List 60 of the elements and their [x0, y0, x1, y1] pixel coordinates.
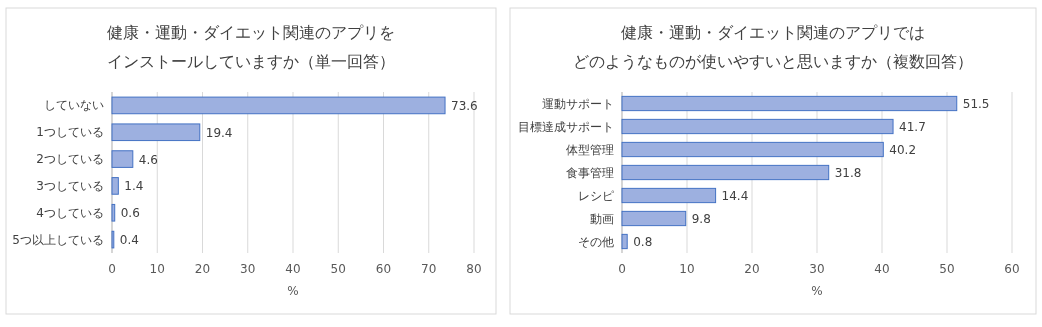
y-tick-label: 動画 — [590, 211, 614, 226]
data-label: 40.2 — [889, 143, 917, 157]
x-axis-title: % — [811, 284, 823, 298]
y-tick-label: 3つしている — [36, 178, 104, 193]
x-tick-label: 60 — [1004, 262, 1020, 276]
y-tick-label: その他 — [578, 234, 614, 249]
bar — [621, 210, 687, 227]
bar — [621, 187, 717, 204]
data-label: 4.6 — [138, 152, 158, 167]
bar — [111, 150, 134, 168]
bar — [111, 123, 201, 142]
y-tick-label: していない — [44, 98, 104, 113]
y-tick-label: 食事管理 — [566, 165, 614, 180]
x-tick-label: 10 — [149, 262, 165, 276]
x-tick-label: 20 — [744, 262, 760, 276]
y-tick-label: 2つしている — [36, 152, 104, 167]
y-tick-label: 5つ以上している — [12, 232, 104, 247]
data-label: 19.4 — [205, 125, 233, 140]
bar — [621, 95, 958, 112]
data-label: 0.6 — [120, 206, 140, 221]
x-tick-label: 80 — [466, 262, 482, 276]
chart-subtitle: どのようなものが使いやすいと思いますか（複数回答） — [573, 52, 973, 71]
chart-subtitle: インストールしていますか（単一回答） — [107, 52, 395, 71]
chart-title: 健康・運動・ダイエット関連のアプリでは — [621, 23, 925, 42]
bar — [621, 233, 628, 250]
bar — [621, 118, 894, 135]
chart-title: 健康・運動・ダイエット関連のアプリを — [107, 23, 395, 42]
data-label: 31.8 — [834, 166, 862, 180]
data-label: 51.5 — [962, 97, 990, 111]
x-tick-label: 0 — [618, 262, 626, 276]
x-axis-title: % — [287, 284, 299, 298]
y-tick-label: 体型管理 — [566, 142, 614, 157]
data-label: 14.4 — [721, 189, 749, 203]
x-tick-label: 40 — [874, 262, 890, 276]
x-tick-label: 70 — [421, 262, 437, 276]
bar — [621, 164, 830, 181]
x-tick-label: 10 — [679, 262, 695, 276]
data-label: 9.8 — [691, 212, 711, 226]
data-label: 73.6 — [451, 98, 478, 113]
bar — [111, 203, 116, 222]
x-tick-label: 50 — [330, 262, 346, 276]
y-tick-label: 4つしている — [36, 205, 104, 220]
x-tick-label: 50 — [939, 262, 955, 276]
data-label: 41.7 — [899, 120, 926, 134]
y-tick-label: 運動サポート — [542, 96, 614, 111]
y-tick-label: 目標達成サポート — [518, 119, 614, 134]
x-tick-label: 20 — [194, 262, 211, 276]
x-tick-label: 30 — [240, 262, 256, 276]
y-tick-label: レシピ — [578, 188, 614, 203]
data-label: 1.4 — [124, 179, 144, 194]
data-label: 0.4 — [119, 233, 139, 248]
bar — [621, 141, 884, 158]
x-tick-label: 40 — [285, 262, 301, 276]
x-tick-label: 30 — [809, 262, 825, 276]
x-tick-label: 60 — [375, 262, 392, 276]
x-tick-label: 0 — [108, 262, 116, 276]
bar — [111, 96, 446, 115]
y-tick-label: 1つしている — [36, 125, 104, 140]
bar — [111, 177, 119, 195]
data-label: 0.8 — [633, 235, 653, 249]
